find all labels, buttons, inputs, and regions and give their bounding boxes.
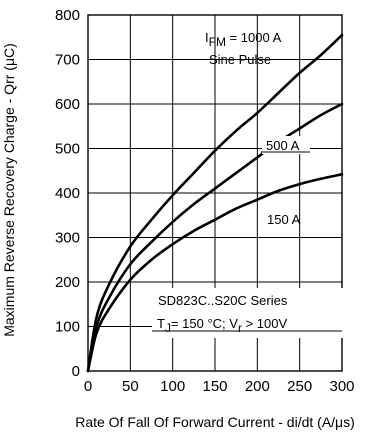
y-axis-title: Maximum Reverse Recovery Charge - Qrr (μ… bbox=[1, 43, 17, 337]
y-tick-label: 500 bbox=[55, 141, 80, 158]
x-tick-label: 50 bbox=[122, 378, 139, 395]
y-tick-label: 800 bbox=[55, 7, 80, 24]
x-tick-label: 0 bbox=[84, 378, 92, 395]
y-tick-label: 200 bbox=[55, 274, 80, 291]
series-line-1000a bbox=[86, 33, 344, 373]
y-tick-label: 0 bbox=[72, 363, 80, 380]
y-tick-label: 400 bbox=[55, 185, 80, 202]
series-label-150a: 150 A bbox=[267, 212, 301, 227]
device-annotation: SD823C..S20C Series bbox=[158, 293, 288, 308]
series-label-500a: 500 A bbox=[266, 138, 300, 153]
sine-pulse-annotation: Sine Pulse bbox=[209, 52, 271, 67]
y-tick-label: 100 bbox=[55, 319, 80, 336]
x-tick-label: 200 bbox=[245, 378, 270, 395]
plot-frame bbox=[87, 14, 343, 372]
device-box-bg bbox=[152, 288, 346, 338]
y-tick-label: 300 bbox=[55, 230, 80, 247]
x-tick-label: 150 bbox=[202, 378, 227, 395]
x-tick-label: 300 bbox=[329, 378, 354, 395]
curve-layer bbox=[86, 33, 344, 373]
tick-layer: 0 50 100 150 200 250 300 0 100 200 300 400 500 600 700… bbox=[55, 7, 355, 395]
y-tick-label: 600 bbox=[55, 96, 80, 113]
ifm-annotation: IFM = 1000 A bbox=[205, 30, 282, 49]
conditions-annotation: TJ= 150 °C; Vr > 100V bbox=[157, 316, 287, 335]
x-tick-label: 250 bbox=[287, 378, 312, 395]
series-line-500a bbox=[86, 102, 344, 373]
x-axis-title: Rate Of Fall Of Forward Current - di/dt … bbox=[75, 414, 355, 430]
x-tick-label: 100 bbox=[160, 378, 185, 395]
y-tick-label: 700 bbox=[55, 52, 80, 69]
label-500-bg bbox=[262, 136, 310, 154]
series-line-150a bbox=[86, 173, 344, 373]
